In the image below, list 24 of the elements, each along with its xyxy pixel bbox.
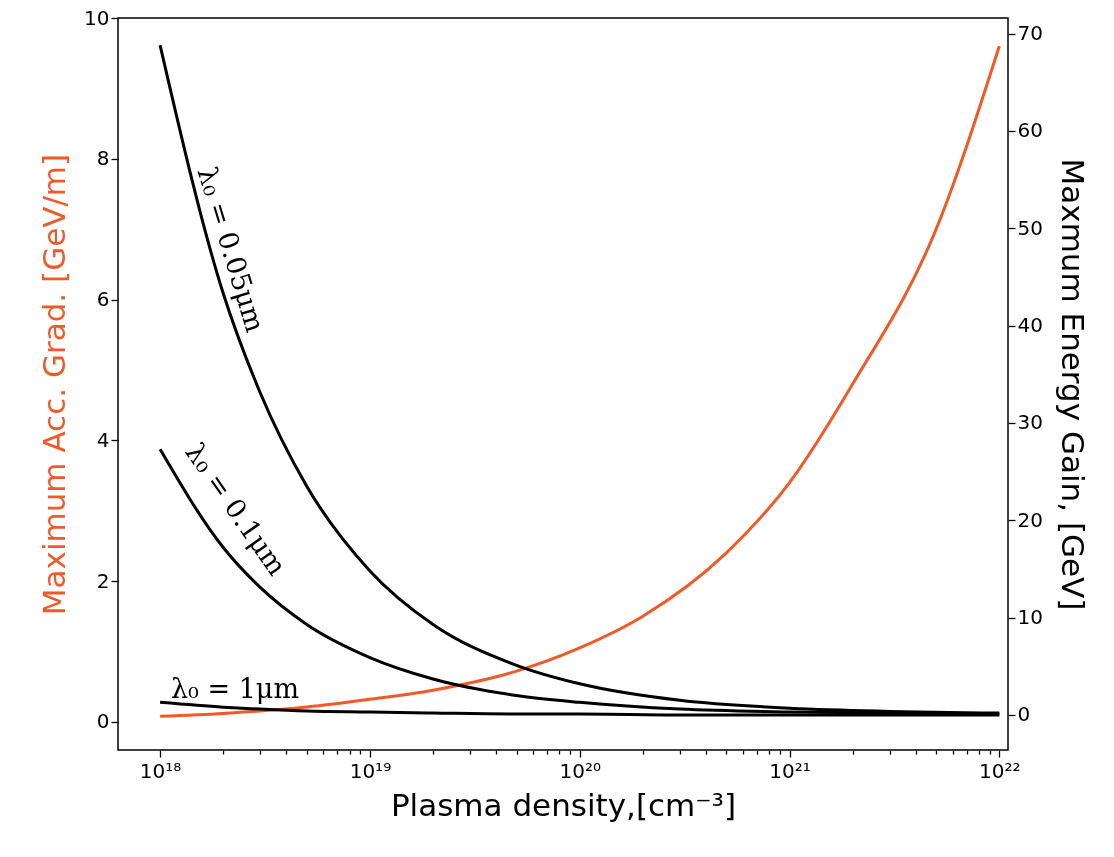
y-tick-label: 10 bbox=[84, 5, 110, 30]
y2-tick-label: 20 bbox=[1017, 507, 1043, 532]
y2-tick-label: 60 bbox=[1017, 118, 1043, 143]
y2-tick-label: 50 bbox=[1017, 215, 1043, 240]
x-tick-label: 10²² bbox=[979, 758, 1021, 783]
y-tick-label: 4 bbox=[96, 427, 110, 452]
y-tick-label: 0 bbox=[96, 709, 110, 734]
x-tick-label: 10²¹ bbox=[769, 758, 811, 783]
annotation: λ₀ = 0.05μm bbox=[191, 163, 272, 336]
x-tick-label: 10¹⁹ bbox=[349, 758, 392, 783]
x-tick-label: 10²⁰ bbox=[559, 758, 601, 783]
y-axis-title: Maximum Acc. Grad. [GeV/m] bbox=[36, 153, 73, 616]
y2-tick-label: 0 bbox=[1017, 702, 1031, 727]
y-tick-label: 6 bbox=[96, 287, 110, 312]
x-tick-label: 10¹⁸ bbox=[139, 758, 182, 783]
y2-tick-label: 40 bbox=[1017, 313, 1043, 338]
x-axis-title: Plasma density,[cm⁻³] bbox=[390, 786, 737, 823]
y-tick-label: 8 bbox=[96, 146, 110, 171]
y2-tick-label: 70 bbox=[1017, 21, 1043, 46]
y-tick-label: 2 bbox=[96, 568, 110, 593]
annotation: λ₀ = 1μm bbox=[170, 673, 300, 704]
y2-tick-label: 10 bbox=[1017, 605, 1043, 630]
y2-tick-label: 30 bbox=[1017, 410, 1043, 435]
y2-axis-title: Maxmum Energy Gain, [GeV] bbox=[1054, 158, 1091, 611]
